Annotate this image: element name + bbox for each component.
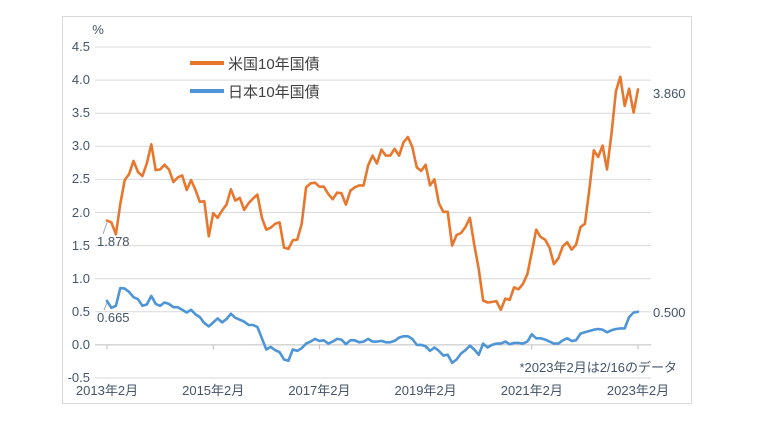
y-tick-label: 0.0 [71,336,90,352]
jp-10y-yield-line [105,286,640,365]
jp-series-label: 日本10年国債 [228,83,320,101]
us-10y-yield-line [105,75,640,312]
legend-item-us-10y: 米国10年国債 [190,54,320,73]
plot-area [95,46,651,379]
us-label-leader-line [102,222,108,235]
us-series-line-swatch [190,61,224,65]
y-axis-unit-label: % [92,22,104,37]
y-tick-label: 4.5 [71,39,90,54]
y-tick-label: 4.0 [71,72,90,88]
x-tick-label: 2019年2月 [394,383,457,398]
us-last-point-value-label: 3.860 [653,86,686,101]
y-tick-label: 2.0 [71,204,90,220]
jp-series-line-swatch [190,89,224,93]
chart-area: % 4.5 4.0 3.5 3.0 2.5 2.0 1.5 1.0 0.5 0.0 -0.5 201… [62,16,692,404]
y-tick-label: -0.5 [67,370,90,385]
legend-item-jp-10y: 日本10年国債 [190,82,320,101]
y-tick-label: 3.0 [71,138,90,154]
y-tick-label: 1.5 [71,237,90,253]
legend: 米国10年国債 日本10年国債 [190,54,320,110]
x-tick-label: 2021年2月 [500,383,563,398]
jp-first-point-value-label: 0.665 [97,310,130,325]
x-tick-label: 2017年2月 [288,383,351,398]
x-tick-label: 2013年2月 [75,383,139,398]
x-tick-label: 2015年2月 [182,383,245,398]
y-tick-label: 0.5 [71,303,90,319]
footnote-annotation: *2023年2月は2/16のデータ [519,360,677,375]
y-tick-label: 2.5 [71,171,90,187]
jp-last-point-value-label: 0.500 [653,305,686,320]
x-tick-label: 2023年2月 [606,383,670,398]
us-series-label: 米国10年国債 [228,55,320,73]
y-tick-label: 3.5 [71,105,90,121]
y-tick-label: 1.0 [71,270,90,286]
us-first-point-value-label: 1.878 [97,234,130,249]
jp-label-leader-line [103,302,108,311]
